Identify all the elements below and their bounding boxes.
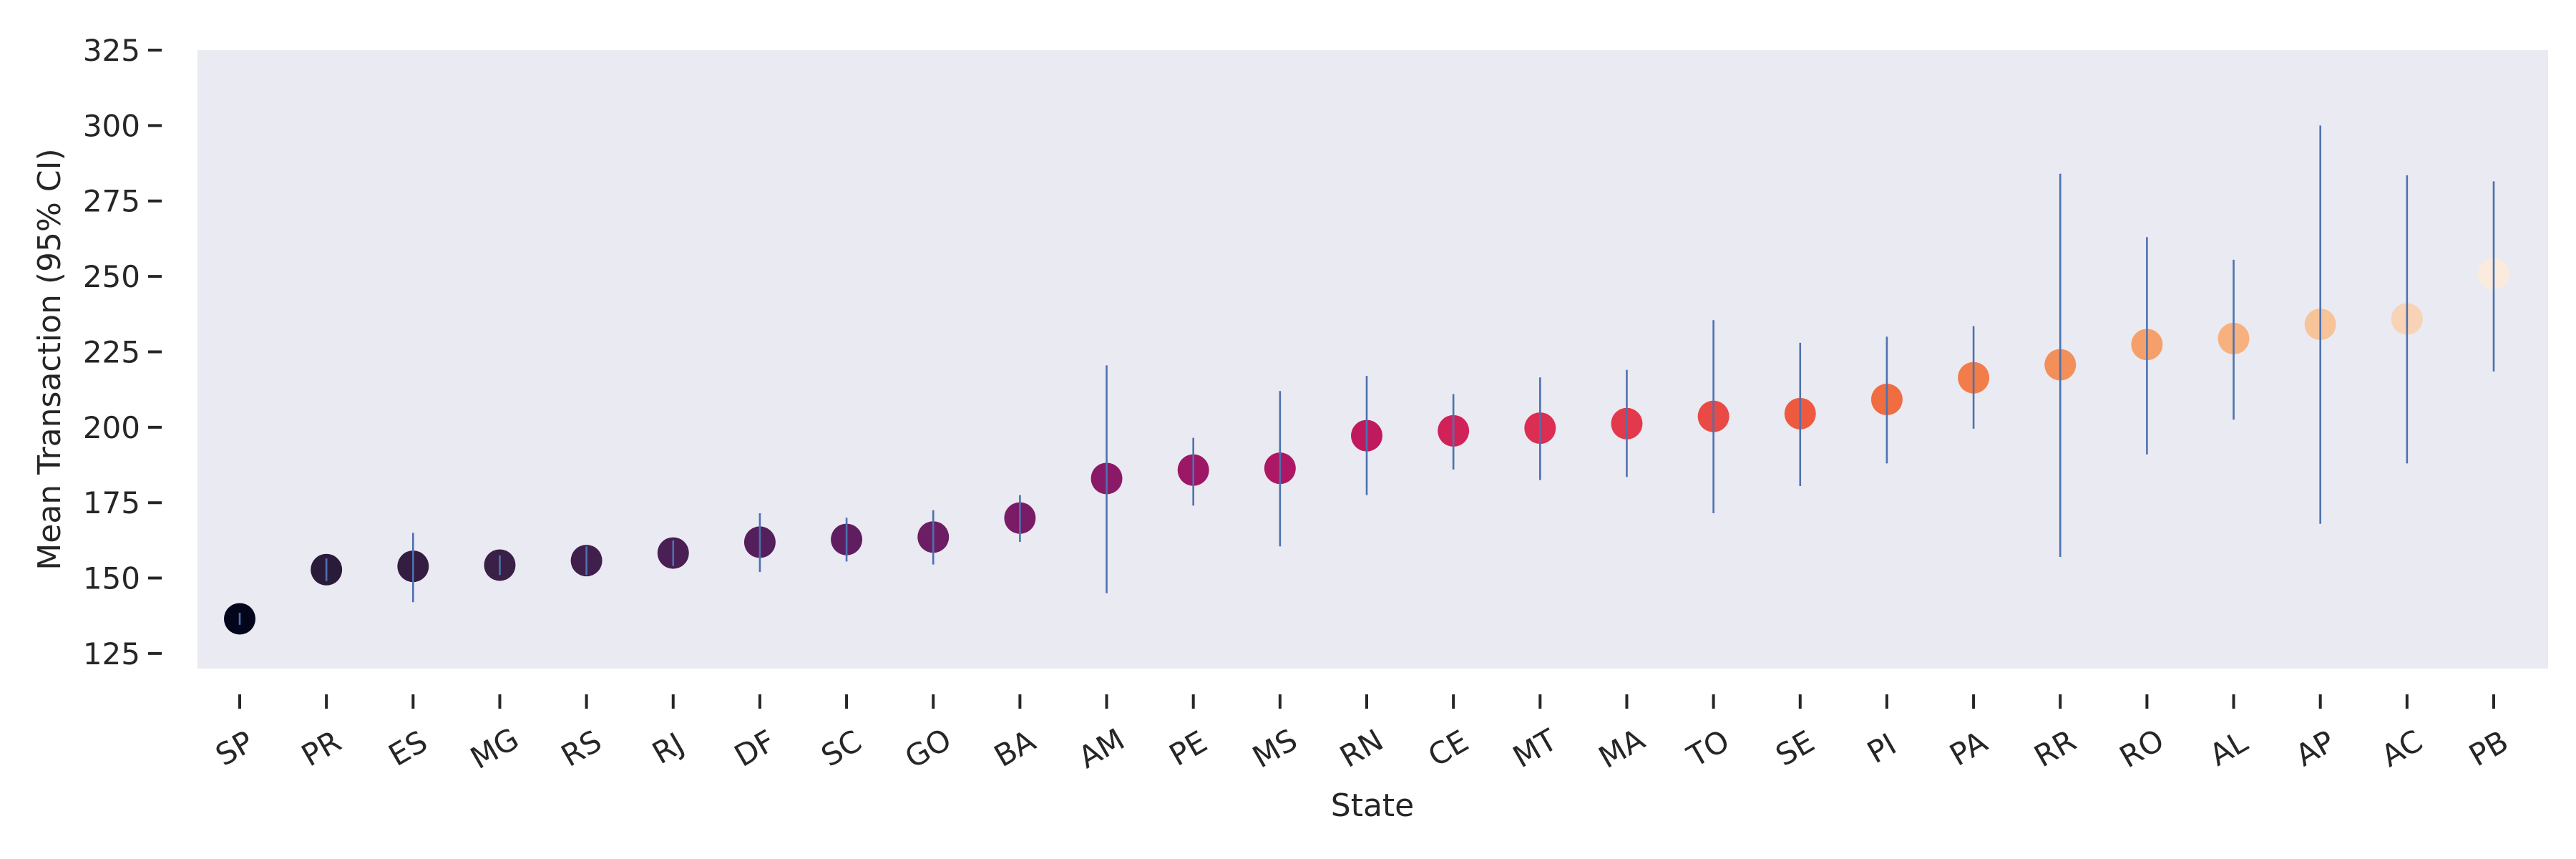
x-axis: SP PR ES MG RS RJ DF SC GO BA AM PE MS RN CE MT MA TO SE PI…	[210, 694, 2514, 776]
data-point-group	[917, 510, 950, 565]
y-axis-label: Mean Transaction (95% CI)	[31, 148, 68, 570]
x-tick-label: AM	[1073, 722, 1131, 775]
x-tick-label: PR	[296, 724, 347, 774]
x-tick-label: AC	[2376, 723, 2429, 774]
y-axis: 125 150 175 200 225 250 275 300 325	[83, 33, 162, 671]
x-tick-label: PE	[1163, 724, 1213, 772]
y-tick-label: 200	[83, 410, 140, 445]
data-point-group	[397, 533, 429, 603]
y-tick-label: 125	[83, 636, 140, 671]
data-point-group	[1958, 326, 1990, 429]
data-point-group	[224, 603, 255, 635]
x-tick-label: BA	[988, 723, 1042, 774]
x-tick-label: AL	[2203, 724, 2253, 773]
data-point-group	[2304, 125, 2336, 524]
x-axis-label: State	[1331, 787, 1414, 824]
data-point-group	[311, 553, 343, 586]
x-tick-label: SP	[210, 724, 260, 772]
data-point-group	[1004, 495, 1036, 542]
data-point-group	[1870, 336, 1903, 464]
data-point-group	[1177, 437, 1209, 506]
y-tick-label: 175	[83, 485, 140, 520]
data-point-group	[831, 518, 863, 562]
data-point-group	[1784, 342, 1816, 487]
y-tick-label: 250	[83, 259, 140, 294]
data-point-group	[484, 549, 516, 581]
x-tick-label: MA	[1593, 722, 1651, 775]
x-tick-label: RO	[2114, 722, 2170, 775]
x-tick-label: DF	[728, 723, 781, 774]
x-tick-label: PB	[2463, 724, 2514, 774]
data-point-group	[1697, 320, 1729, 513]
data-point-group	[1438, 394, 1470, 470]
y-tick-label: 325	[83, 33, 140, 68]
plot-area	[197, 50, 2548, 669]
data-point-group	[743, 513, 776, 573]
data-point-group	[1091, 365, 1123, 593]
data-point-group	[1264, 391, 1296, 547]
x-tick-label: MS	[1246, 722, 1303, 775]
data-point-group	[657, 537, 689, 569]
x-tick-label: MT	[1507, 722, 1563, 775]
x-tick-label: TO	[1681, 723, 1735, 775]
x-tick-label: PI	[1861, 727, 1902, 770]
data-point-group	[1351, 376, 1382, 495]
x-tick-label: RS	[555, 723, 608, 773]
x-tick-label: RN	[1334, 722, 1389, 775]
x-tick-label: MG	[464, 721, 525, 776]
x-tick-label: RJ	[646, 726, 690, 771]
data-point-group	[2044, 173, 2077, 558]
data-marks	[224, 125, 2509, 635]
x-tick-label: RR	[2028, 723, 2082, 775]
data-point-group	[1524, 377, 1556, 480]
data-point-group	[2478, 181, 2509, 372]
x-tick-label: SC	[815, 723, 867, 773]
data-point-group	[570, 545, 602, 577]
x-tick-label: GO	[899, 722, 957, 775]
y-tick-label: 275	[83, 184, 140, 219]
y-tick-label: 150	[83, 561, 140, 596]
data-point-group	[1611, 369, 1643, 477]
x-tick-label: AP	[2290, 724, 2341, 773]
data-point-group	[2131, 237, 2163, 455]
x-tick-label: PA	[1943, 724, 1993, 772]
data-point-group	[2391, 175, 2423, 464]
data-point-group	[2218, 259, 2250, 420]
y-tick-label: 300	[83, 108, 140, 143]
y-tick-label: 225	[83, 334, 140, 369]
x-tick-label: ES	[383, 724, 434, 773]
x-tick-label: SE	[1770, 724, 1820, 773]
x-tick-label: CE	[1422, 723, 1474, 773]
